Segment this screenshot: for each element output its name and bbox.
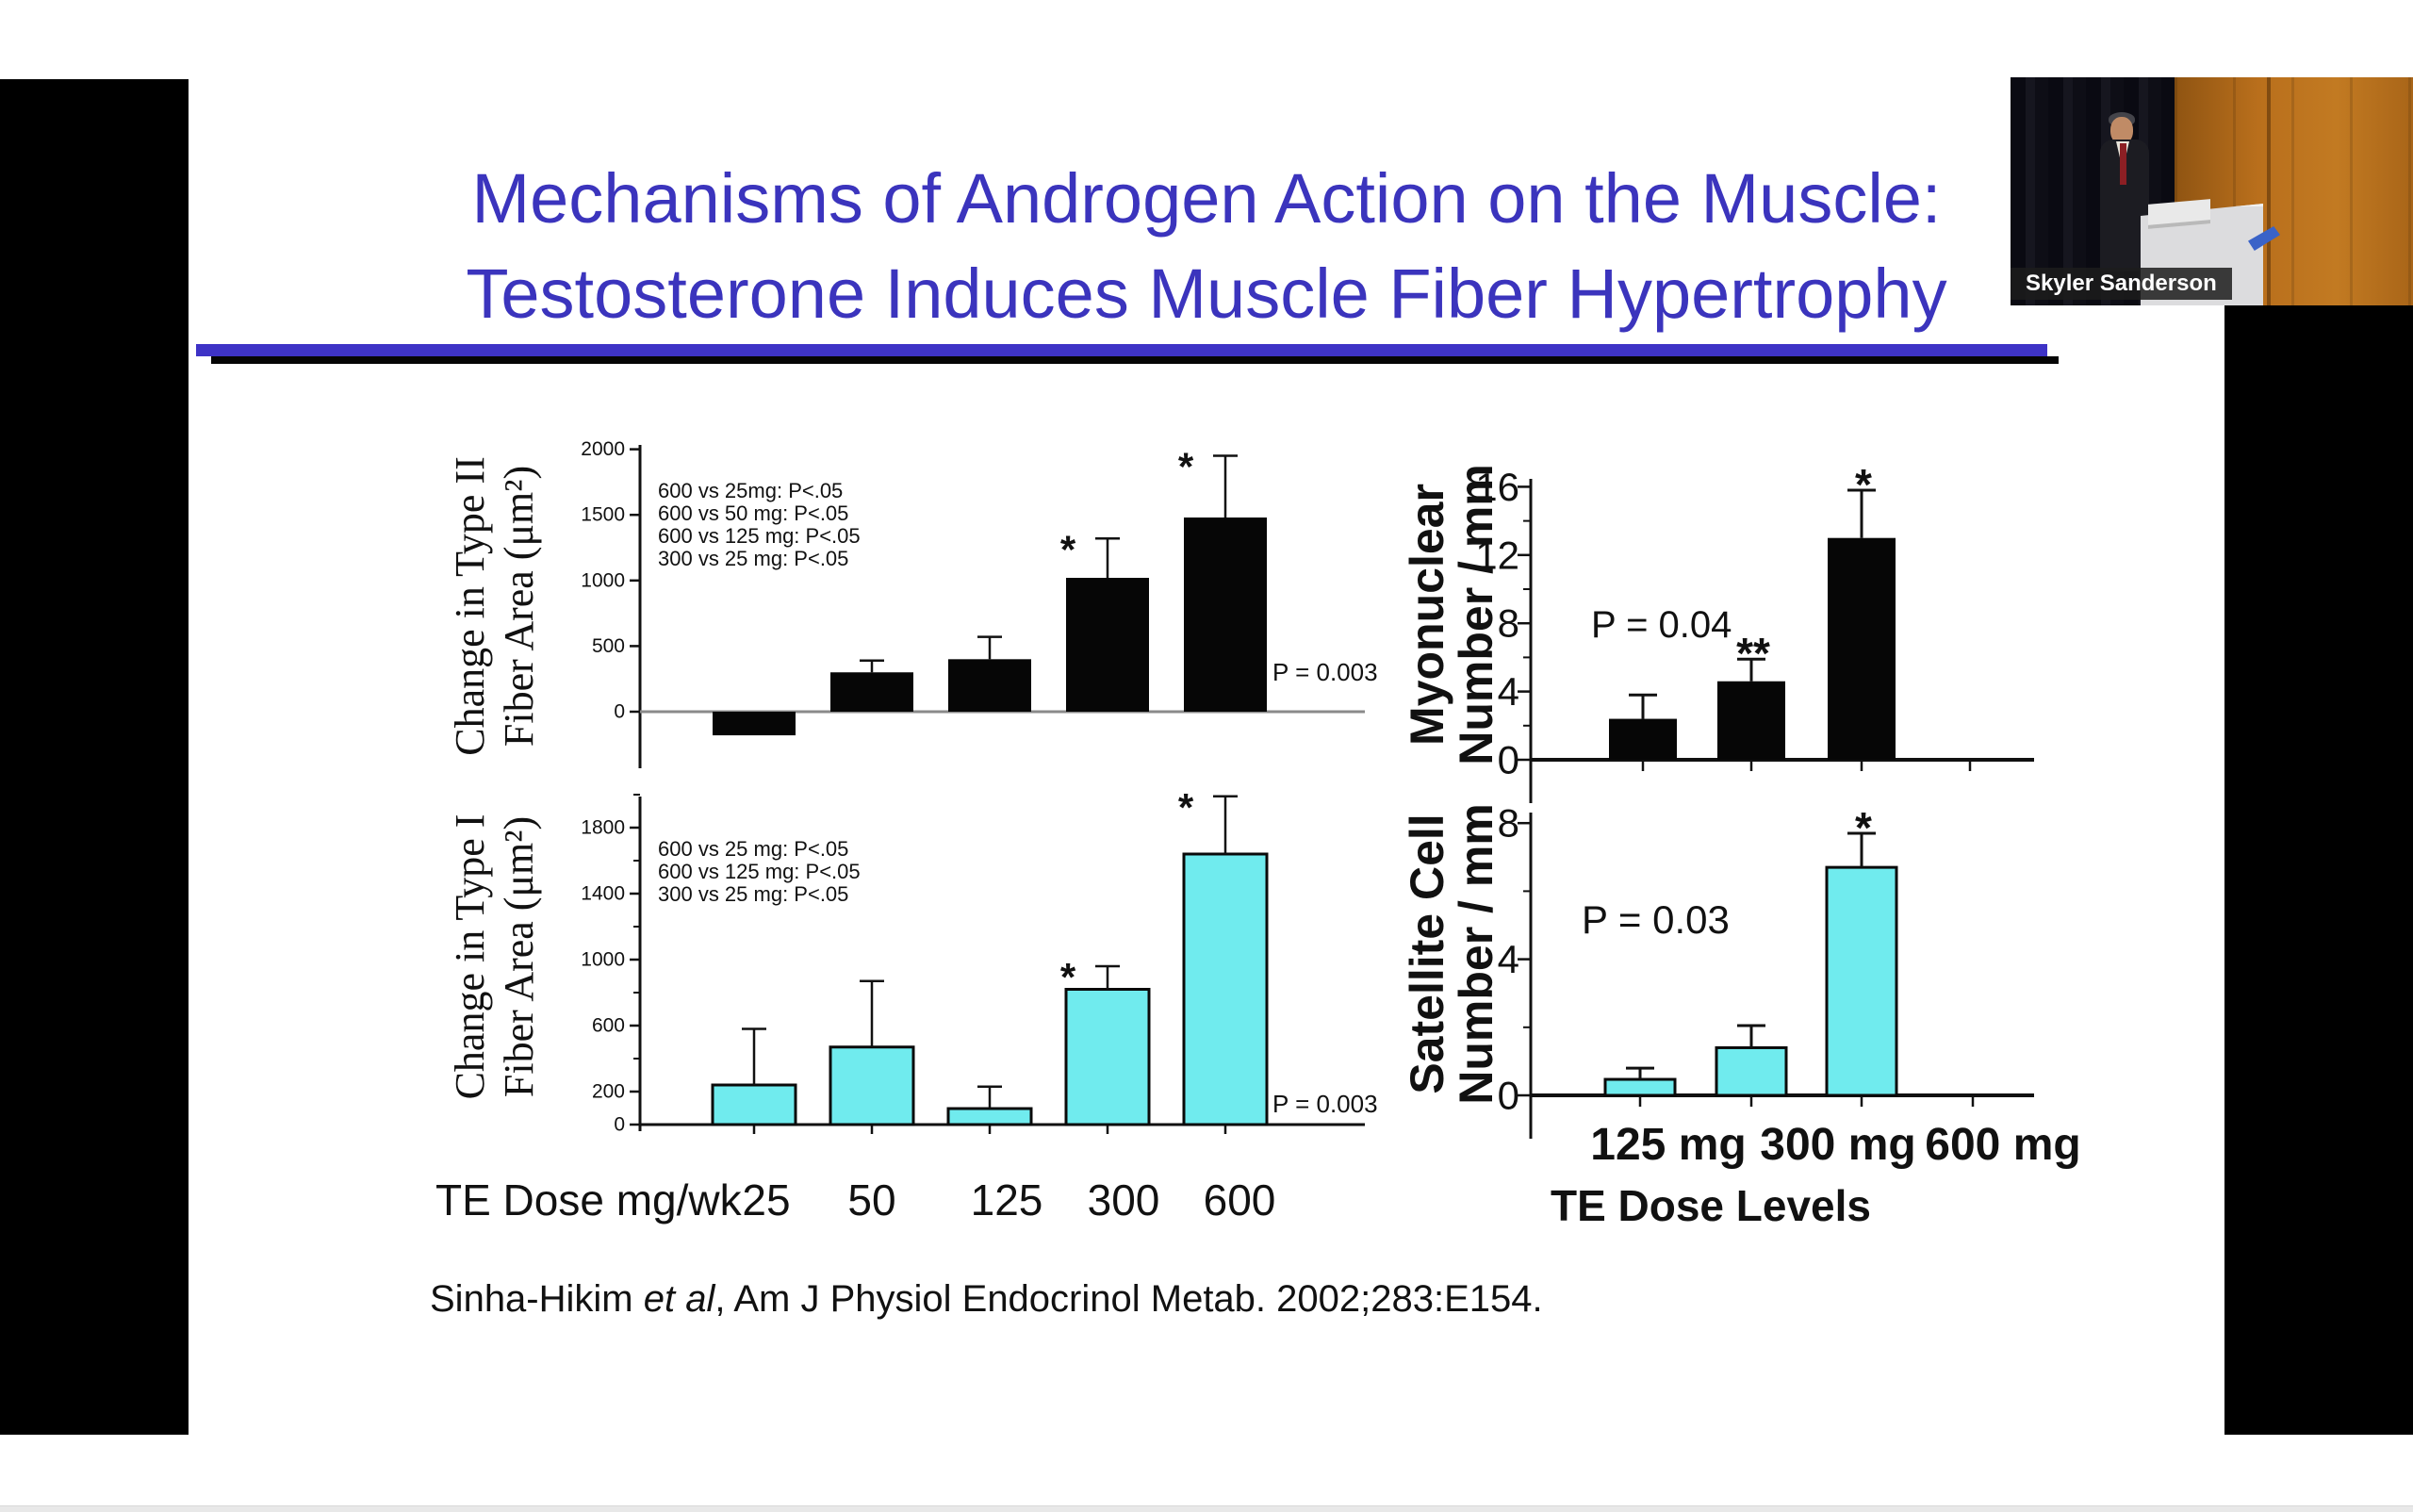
myonuclear-p-label: P = 0.04 [1591, 604, 1732, 646]
typeII-bar-600 [1184, 517, 1267, 712]
myonuclear-ytick-label-0: 0 [1498, 738, 1519, 782]
satellite-ytick-label-8: 8 [1498, 801, 1519, 846]
typeI-significance-600: * [1178, 785, 1194, 830]
typeI-annotation-1: 600 vs 125 mg: P<.05 [658, 860, 861, 883]
myonuclear-significance-300 mg: ** [1736, 629, 1770, 678]
typeII-ytick-label-500: 500 [592, 635, 625, 657]
typeII-annotation-3: 300 vs 25 mg: P<.05 [658, 547, 848, 570]
typeI-annotation-2: 300 vs 25 mg: P<.05 [658, 882, 848, 906]
satellite-bar-300 mg [1715, 1045, 1788, 1097]
slide-title-line1: Mechanisms of Androgen Action on the Mus… [471, 159, 1942, 238]
title-underline-shadow [211, 356, 2059, 364]
speaker-tie [2120, 143, 2126, 185]
satellite-bar-600 mg [1825, 865, 1898, 1097]
typeI-bar-125 [946, 1107, 1033, 1126]
typeI-bar-300 [1064, 988, 1151, 1126]
slide-title-line2: Testosterone Induces Muscle Fiber Hypert… [466, 255, 1947, 333]
dose-axis-value-50: 50 [847, 1175, 896, 1224]
typeI-ytick-label-1000: 1000 [581, 949, 625, 971]
satellite-significance-600 mg: * [1855, 803, 1872, 852]
myonuclear-significance-600 mg: * [1855, 460, 1872, 509]
speaker-video-tile[interactable]: Skyler Sanderson [2011, 77, 2413, 305]
myonuclear-bar-125 mg [1609, 718, 1677, 760]
myonuclear-ylabel: MyonuclearNumber / mm [1401, 464, 1502, 765]
myonuclear-ytick-label-12: 12 [1475, 533, 1519, 577]
citation: Sinha-Hikim et al, Am J Physiol Endocrin… [430, 1278, 1543, 1321]
typeI-significance-300: * [1060, 955, 1076, 999]
satellite-ytick-label-4: 4 [1498, 937, 1519, 981]
myonuclear-bar-600 mg [1828, 537, 1896, 760]
typeII-bar-125 [948, 659, 1031, 712]
typeII-ytick-label-1500: 1500 [581, 504, 625, 526]
satellite-p-label: P = 0.03 [1582, 897, 1730, 942]
typeII-significance-600: * [1178, 445, 1194, 489]
speaker-name-badge: Skyler Sanderson [2011, 268, 2232, 300]
myonuclear-bar-300 mg [1717, 681, 1785, 760]
typeI-ytick-label-200: 200 [592, 1081, 625, 1103]
typeII-ytick-label-1000: 1000 [581, 569, 625, 591]
wood-panel-divider [2267, 77, 2271, 305]
typeI-ytick-label-1800: 1800 [581, 817, 625, 839]
dose-axis-value-600: 600 [1203, 1175, 1276, 1224]
satellite-xtick-label-0: 125 mg [1590, 1120, 1746, 1170]
satellite-xtick-label-1: 300 mg [1760, 1120, 1915, 1170]
typeII-significance-300: * [1060, 527, 1076, 571]
dose-axis-value-25: 25 [742, 1175, 791, 1224]
typeII-p-label: P = 0.003 [1272, 658, 1378, 686]
slide-title: Mechanisms of Androgen Action on the Mus… [189, 151, 2224, 341]
left-letterbox-bar [0, 79, 189, 1435]
dose-axis-label: TE Dose mg/wk [435, 1175, 742, 1224]
typeI-ytick-label-1400: 1400 [581, 883, 625, 905]
citation-et-al: et al [643, 1278, 715, 1320]
satellite-xlabel: TE Dose Levels [1551, 1181, 1871, 1230]
dose-axis-value-300: 300 [1087, 1175, 1160, 1224]
typeI-ylabel: Change in Type IFiber Area (μm²) [447, 814, 542, 1100]
title-underline [196, 344, 2047, 356]
myonuclear-ytick-label-16: 16 [1475, 465, 1519, 509]
typeII-bar-300 [1066, 578, 1149, 712]
typeII-annotation-1: 600 vs 50 mg: P<.05 [658, 501, 848, 525]
typeI-annotation-0: 600 vs 25 mg: P<.05 [658, 837, 848, 861]
citation-prefix: Sinha-Hikim [430, 1278, 644, 1320]
typeII-annotation-2: 600 vs 125 mg: P<.05 [658, 524, 861, 548]
dose-axis-value-125: 125 [970, 1175, 1043, 1224]
myonuclear-ytick-label-8: 8 [1498, 601, 1519, 646]
typeI-ytick-label-0: 0 [614, 1114, 625, 1136]
typeI-bar-50 [829, 1045, 915, 1126]
typeI-bar-25 [711, 1083, 797, 1126]
satellite-ylabel: Satellite CellNumber / mm [1401, 803, 1502, 1105]
typeII-annotation-0: 600 vs 25mg: P<.05 [658, 479, 843, 502]
satellite-bar-125 mg [1603, 1077, 1677, 1097]
typeI-p-label: P = 0.003 [1272, 1090, 1378, 1118]
satellite-ytick-label-0: 0 [1498, 1074, 1519, 1118]
typeII-ylabel: Change in Type IIFiber Area (μm²) [447, 456, 542, 755]
satellite-xtick-label-2: 600 mg [1925, 1120, 2080, 1170]
typeI-ytick-label-600: 600 [592, 1015, 625, 1037]
bottom-ui-strip [0, 1505, 2413, 1512]
typeII-ytick-label-2000: 2000 [581, 438, 625, 460]
typeII-bar-25 [713, 712, 796, 736]
typeI-bar-600 [1182, 852, 1269, 1126]
typeII-ytick-label-0: 0 [614, 701, 625, 723]
citation-suffix: , Am J Physiol Endocrinol Metab. 2002;28… [714, 1278, 1543, 1320]
myonuclear-ytick-label-4: 4 [1498, 669, 1519, 714]
typeII-bar-50 [830, 672, 913, 712]
